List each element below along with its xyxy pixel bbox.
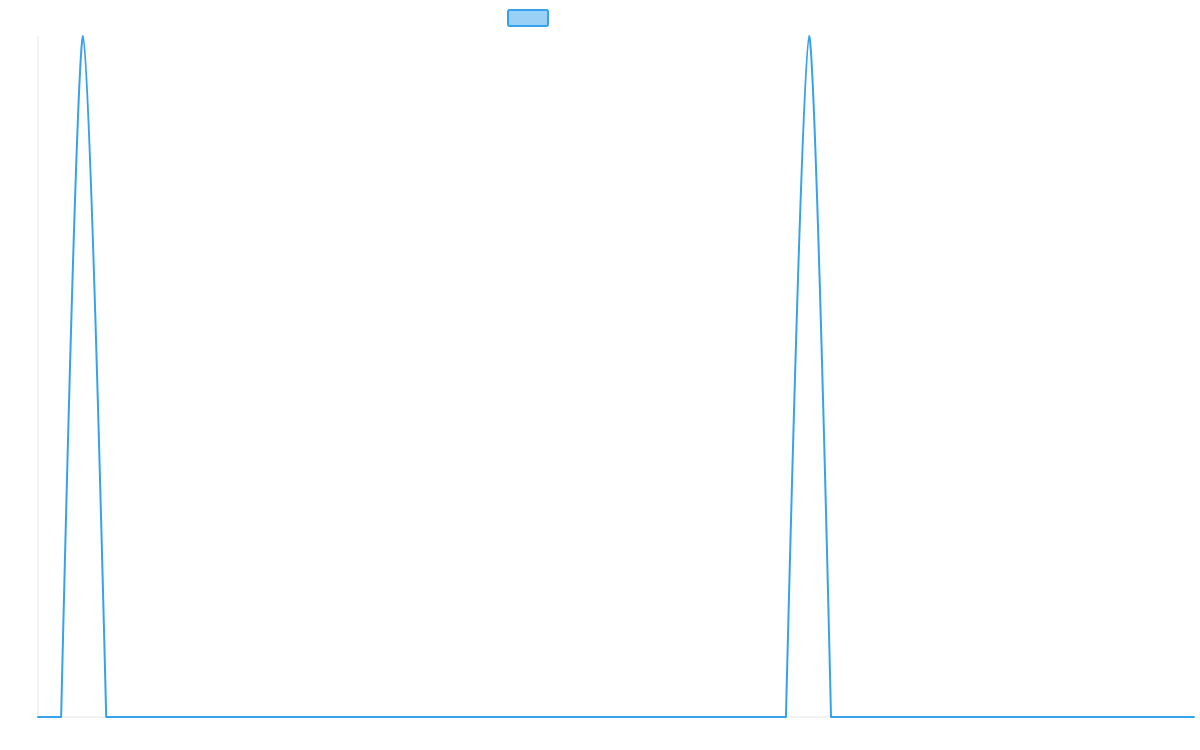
series-line-0 bbox=[37, 35, 1195, 718]
legend-swatch[interactable] bbox=[507, 9, 549, 27]
series-layer bbox=[37, 35, 1195, 718]
